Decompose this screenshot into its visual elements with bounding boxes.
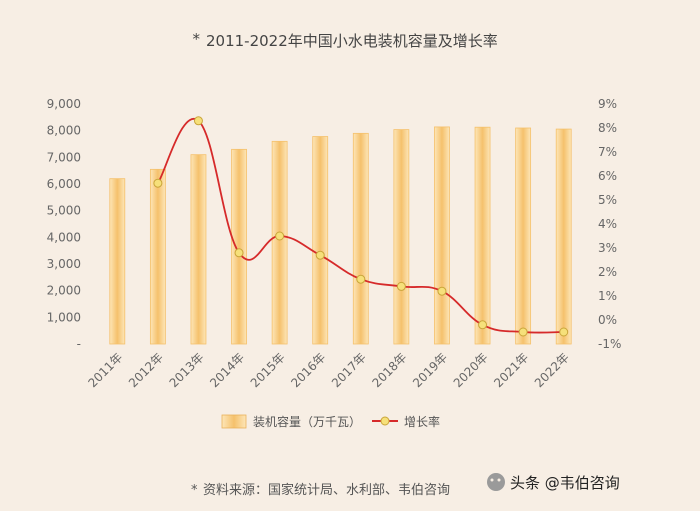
line-series	[153, 116, 569, 337]
watermark: 头条 @韦伯咨询	[487, 473, 620, 492]
y-left-tick-label: 9,000	[47, 97, 81, 111]
chart-title: 2011-2022年中国小水电装机容量及增长率	[206, 32, 498, 50]
bar	[190, 154, 207, 345]
y-left-tick-label: 7,000	[47, 150, 81, 164]
growth-rate-point	[478, 320, 488, 330]
legend-line-label: 增长率	[404, 414, 440, 429]
x-tick-label: 2011年	[85, 350, 125, 390]
chart-title-marker: *	[193, 30, 201, 48]
bar	[515, 127, 532, 345]
right-axis: -1% 0% 1% 2% 3% 4% 5% 6% 7% 8% 9%	[598, 97, 621, 351]
legend-line-marker	[380, 416, 390, 426]
y-left-tick-label: 2,000	[47, 284, 81, 298]
growth-rate-point	[153, 178, 163, 188]
chart-title-group: * 2011-2022年中国小水电装机容量及增长率	[193, 30, 498, 50]
source-marker: *	[191, 483, 198, 498]
y-left-tick-label: 3,000	[47, 257, 81, 271]
x-tick-label: 2022年	[532, 350, 572, 390]
bar	[231, 148, 247, 345]
x-tick-label: 2012年	[126, 350, 166, 390]
y-right-tick-label: -1%	[598, 337, 621, 351]
y-right-tick-label: 6%	[598, 169, 617, 183]
bar	[352, 132, 369, 345]
growth-rate-point	[356, 274, 366, 284]
legend: 装机容量（万千瓦） 增长率	[221, 414, 440, 429]
x-tick-label: 2021年	[491, 350, 531, 390]
y-right-tick-label: 1%	[598, 289, 617, 303]
bar	[555, 128, 572, 345]
bar	[149, 168, 166, 345]
x-tick-label: 2018年	[370, 350, 410, 390]
growth-rate-point	[518, 327, 528, 337]
left-axis: - 1,000 2,000 3,000 4,000 5,000 6,000 7,000 8,00…	[47, 97, 81, 351]
x-tick-label: 2015年	[248, 350, 288, 390]
x-tick-label: 2017年	[329, 350, 369, 390]
y-left-tick-label: 4,000	[47, 230, 81, 244]
watermark-text: 头条 @韦伯咨询	[510, 474, 620, 492]
x-tick-label: 2020年	[451, 350, 491, 390]
growth-rate-point	[396, 281, 406, 291]
growth-rate-point	[315, 250, 325, 260]
y-right-tick-label: 5%	[598, 193, 617, 207]
x-tick-label: 2014年	[207, 350, 247, 390]
y-right-tick-label: 7%	[598, 145, 617, 159]
bar	[109, 178, 126, 345]
x-tick-label: 2013年	[167, 350, 207, 390]
growth-rate-point	[193, 116, 203, 126]
y-right-tick-label: 3%	[598, 241, 617, 255]
legend-bar-label: 装机容量（万千瓦）	[253, 414, 361, 429]
bar	[393, 129, 410, 345]
growth-rate-point	[275, 231, 285, 241]
y-right-tick-label: 4%	[598, 217, 617, 231]
bar	[434, 126, 450, 345]
bar	[271, 140, 288, 345]
legend-bar-swatch	[221, 414, 247, 429]
x-axis: 2011年 2012年 2013年 2014年 2015年 2016年 2017年 2018年…	[85, 350, 571, 390]
x-tick-label: 2019年	[410, 350, 450, 390]
x-tick-label: 2016年	[288, 350, 328, 390]
y-left-tick-label: 5,000	[47, 204, 81, 218]
growth-rate-point	[437, 286, 447, 296]
bar-series	[109, 126, 572, 345]
bar	[312, 136, 329, 345]
y-left-tick-label: 6,000	[47, 177, 81, 191]
y-right-tick-label: 9%	[598, 97, 617, 111]
source-note: * 资料来源：国家统计局、水利部、韦伯咨询	[191, 482, 450, 498]
bar	[474, 126, 491, 345]
y-left-tick-label: 1,000	[47, 310, 81, 324]
growth-rate-point	[559, 327, 569, 337]
y-left-tick-label: 8,000	[47, 124, 81, 138]
y-left-tick-label: -	[77, 337, 81, 351]
y-right-tick-label: 0%	[598, 313, 617, 327]
y-right-tick-label: 2%	[598, 265, 617, 279]
y-right-tick-label: 8%	[598, 121, 617, 135]
wechat-icon	[487, 473, 505, 491]
growth-rate-point	[234, 248, 244, 258]
source-text: 资料来源：国家统计局、水利部、韦伯咨询	[203, 482, 450, 498]
